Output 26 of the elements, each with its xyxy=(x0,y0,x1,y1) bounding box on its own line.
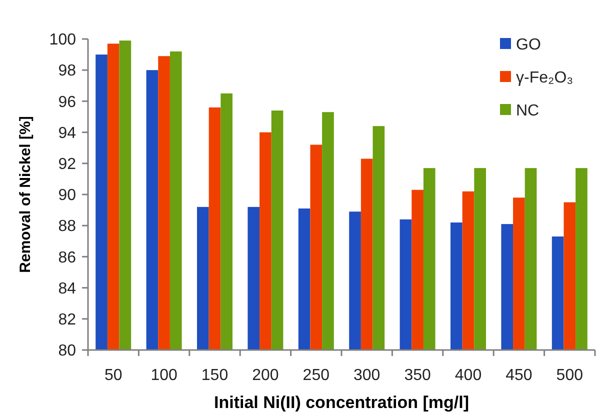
x-tick-label: 400 xyxy=(454,367,482,384)
y-tick-label: 84 xyxy=(58,280,76,298)
y-tick-label: 94 xyxy=(58,124,76,142)
legend-label: GO xyxy=(516,36,541,54)
legend-label: NC xyxy=(516,102,540,120)
legend-label: γ-Fe₂O₃ xyxy=(516,70,574,87)
x-tick-label: 300 xyxy=(354,367,380,384)
y-tick-label: 100 xyxy=(49,32,76,49)
x-tick-label: 450 xyxy=(506,367,532,384)
y-tick-label: 82 xyxy=(58,312,76,328)
y-tick-label: 96 xyxy=(58,94,76,111)
x-tick-label: 150 xyxy=(201,367,228,384)
x-axis-title: Initial Ni(II) concentration [mg/l] xyxy=(214,393,469,412)
y-tick-label: 98 xyxy=(58,62,76,80)
y-tick-label: 88 xyxy=(58,218,76,236)
x-tick-label: 350 xyxy=(404,367,431,384)
x-tick-label: 100 xyxy=(150,367,178,384)
y-tick-label: 92 xyxy=(58,156,76,173)
x-tick-label: 500 xyxy=(556,367,584,384)
y-axis-title: Removal of Nickel [%] xyxy=(17,116,34,273)
y-tick-label: 86 xyxy=(58,249,76,266)
y-tick-label: 80 xyxy=(58,342,76,360)
x-tick-label: 200 xyxy=(252,367,279,384)
x-tick-label: 250 xyxy=(302,367,330,384)
x-tick-label: 50 xyxy=(104,367,122,384)
y-tick-label: 90 xyxy=(58,187,76,204)
